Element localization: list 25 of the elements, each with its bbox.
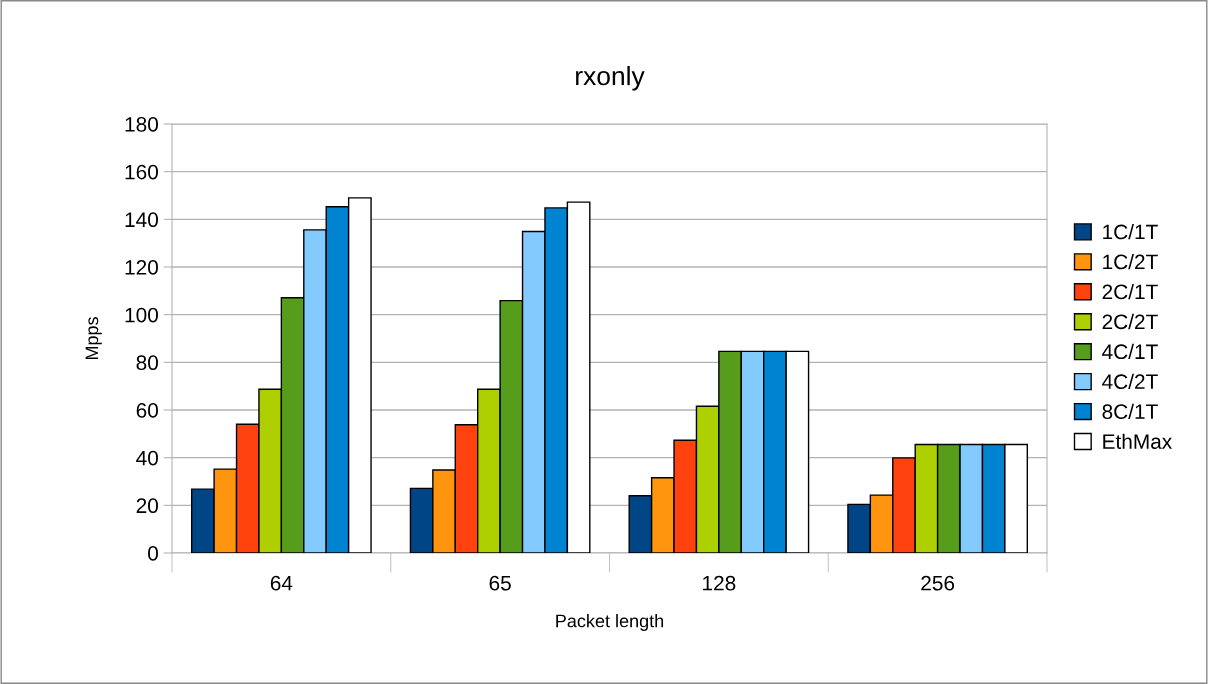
x-tick-label: 64 — [270, 575, 293, 591]
y-tick-label: 120 — [125, 260, 158, 275]
legend-label: EthMax — [1103, 433, 1172, 449]
legend-label: 4C/1T — [1102, 343, 1158, 360]
x-tick-label: 65 — [489, 575, 511, 591]
y-tick-label: 20 — [136, 498, 158, 514]
y-tick-label: 160 — [125, 164, 158, 180]
y-tick-label: 80 — [136, 355, 158, 371]
y-tick-label: 140 — [125, 212, 158, 228]
y-tick-label: 0 — [148, 546, 158, 561]
legend-label: 1C/2T — [1103, 253, 1158, 270]
y-tick-label: 40 — [136, 450, 158, 466]
y-tick-label: 100 — [125, 307, 158, 323]
legend-label: 2C/2T — [1102, 313, 1158, 330]
x-axis-title: Packet length — [556, 614, 664, 631]
legend-label: 2C/1T — [1102, 283, 1158, 300]
y-tick-label: 180 — [125, 117, 158, 132]
chart-title: rxonly — [576, 65, 645, 91]
legend-label: 4C/2T — [1102, 373, 1158, 390]
y-tick-label: 60 — [136, 403, 158, 418]
legend-label: 8C/1T — [1102, 403, 1158, 420]
y-axis-title: Mpps — [85, 317, 102, 360]
x-tick-label: 256 — [921, 575, 955, 591]
legend-label: 1C/1T — [1103, 224, 1158, 240]
x-tick-label: 128 — [703, 575, 736, 591]
